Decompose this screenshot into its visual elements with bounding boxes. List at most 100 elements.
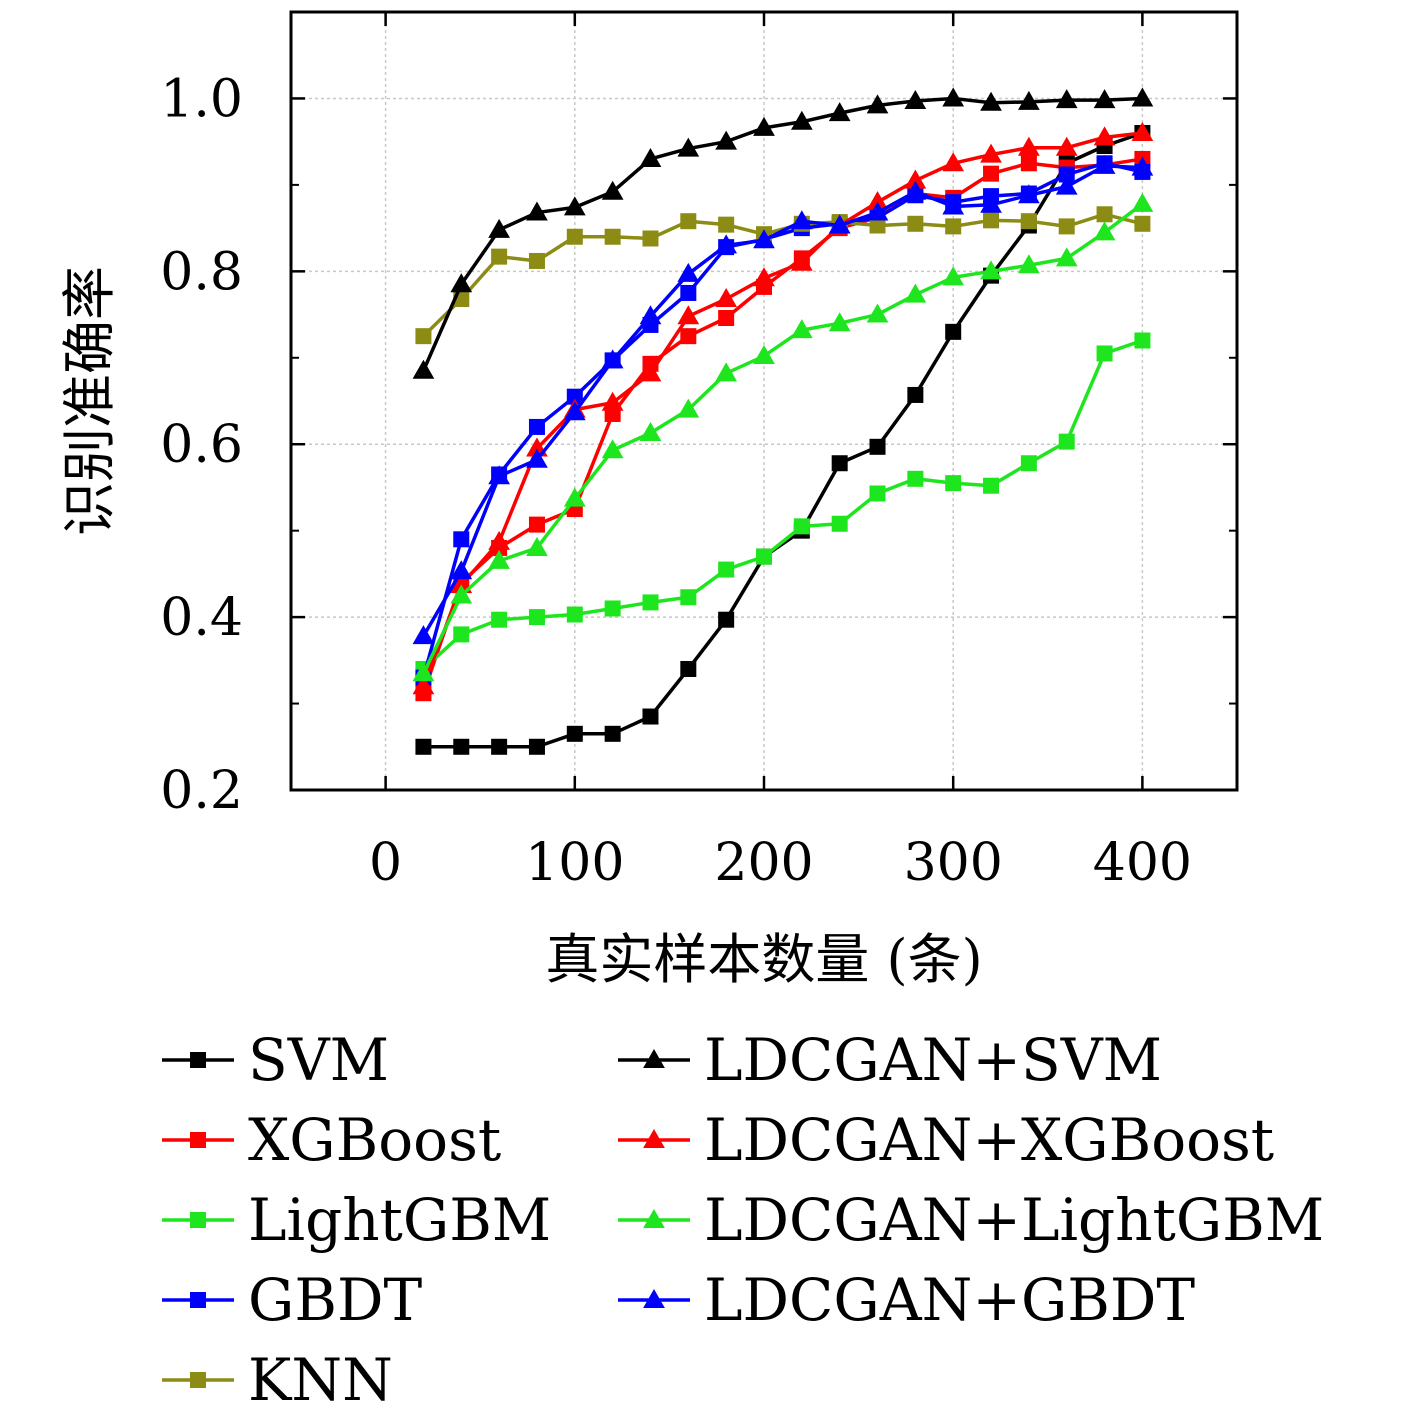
data-point-ldcgan-xgboost	[1093, 126, 1116, 146]
data-point-ldcgan-lightgbm	[677, 398, 700, 418]
legend-item-lightgbm: LightGBM	[162, 1186, 551, 1254]
data-point-ldcgan-gbdt	[601, 349, 624, 369]
data-point-lightgbm	[945, 475, 962, 492]
data-point-lightgbm	[491, 611, 508, 628]
series-ldcgan-svm	[412, 87, 1154, 379]
data-point-ldcgan-gbdt	[904, 180, 927, 200]
data-point-gbdt	[528, 418, 545, 435]
data-point-ldcgan-xgboost	[601, 391, 624, 411]
y-tick-label: 0.6	[160, 415, 243, 475]
data-point-ldcgan-lightgbm	[412, 662, 435, 682]
data-point-svm	[945, 323, 962, 340]
data-point-lightgbm	[718, 561, 735, 578]
legend-marker	[643, 1208, 665, 1228]
legend: SVM XGBoost LightGBM GBDT KNN LDCGAN+SVM LDCGA…	[162, 1026, 1324, 1414]
data-point-ldcgan-gbdt	[1131, 156, 1154, 176]
data-point-svm	[718, 611, 735, 628]
data-point-ldcgan-svm	[412, 359, 435, 379]
data-point-lightgbm	[680, 589, 697, 606]
legend-item-ldcgan-lightgbm: LDCGAN+LightGBM	[618, 1186, 1324, 1254]
data-point-ldcgan-svm	[677, 137, 700, 157]
data-point-ldcgan-lightgbm	[601, 439, 624, 459]
legend-marker	[190, 1212, 206, 1228]
data-point-xgboost	[528, 516, 545, 533]
data-point-ldcgan-xgboost	[1055, 136, 1078, 156]
data-point-ldcgan-svm	[980, 91, 1002, 111]
data-point-lightgbm	[566, 606, 583, 623]
y-tick-label: 1.0	[160, 69, 243, 129]
data-point-ldcgan-svm	[1055, 89, 1078, 109]
data-point-knn	[604, 228, 621, 245]
legend-marker	[190, 1372, 206, 1388]
data-point-ldcgan-gbdt	[563, 401, 586, 421]
data-point-ldcgan-xgboost	[677, 305, 700, 325]
data-point-knn	[491, 248, 508, 265]
legend-marker	[643, 1288, 665, 1308]
data-point-knn	[983, 212, 1000, 229]
series-ldcgan-lightgbm	[412, 192, 1154, 682]
x-tick-label: 300	[904, 833, 1003, 893]
data-point-knn	[566, 228, 583, 245]
series-line-ldcgan-gbdt	[421, 164, 1143, 638]
legend-label: LDCGAN+SVM	[704, 1026, 1162, 1094]
data-point-ldcgan-lightgbm	[790, 319, 813, 339]
data-point-ldcgan-xgboost	[1018, 136, 1040, 156]
data-point-knn	[945, 218, 962, 235]
data-point-ldcgan-svm	[942, 87, 965, 107]
data-point-xgboost	[983, 165, 1000, 182]
data-point-ldcgan-lightgbm	[1093, 221, 1116, 241]
data-point-ldcgan-lightgbm	[488, 549, 510, 569]
series-ldcgan-gbdt	[412, 154, 1154, 645]
data-point-ldcgan-xgboost	[488, 530, 510, 550]
data-point-svm	[491, 738, 508, 755]
data-point-lightgbm	[604, 600, 621, 617]
legend-label: KNN	[248, 1346, 393, 1414]
legend-label: LDCGAN+XGBoost	[704, 1106, 1274, 1174]
data-point-lightgbm	[453, 626, 470, 643]
data-point-ldcgan-lightgbm	[1018, 254, 1040, 274]
data-point-lightgbm	[1058, 433, 1075, 450]
data-point-ldcgan-gbdt	[1055, 175, 1078, 195]
data-point-svm	[528, 738, 545, 755]
series-layer	[412, 87, 1154, 755]
data-point-knn	[718, 216, 735, 233]
legend-label: GBDT	[248, 1266, 422, 1334]
data-point-svm	[907, 386, 924, 403]
data-point-lightgbm	[869, 485, 886, 502]
data-point-ldcgan-gbdt	[828, 214, 851, 234]
legend-label: LDCGAN+GBDT	[704, 1266, 1195, 1334]
series-gbdt	[415, 155, 1151, 686]
data-point-knn	[1096, 206, 1113, 223]
data-point-ldcgan-lightgbm	[942, 266, 965, 286]
data-point-ldcgan-gbdt	[942, 195, 965, 215]
data-point-svm	[415, 738, 432, 755]
data-point-lightgbm	[831, 515, 848, 532]
data-point-ldcgan-gbdt	[639, 305, 662, 325]
data-point-knn	[680, 213, 697, 230]
data-point-knn	[642, 230, 659, 247]
data-point-ldcgan-svm	[790, 110, 813, 130]
data-point-svm	[869, 438, 886, 455]
data-point-lightgbm	[793, 518, 810, 535]
series-lightgbm	[415, 332, 1151, 677]
legend-marker	[190, 1292, 206, 1308]
data-point-svm	[642, 708, 659, 725]
legend-label: XGBoost	[248, 1106, 501, 1174]
data-point-ldcgan-svm	[450, 273, 473, 293]
data-point-ldcgan-gbdt	[753, 229, 775, 249]
data-point-ldcgan-gbdt	[412, 625, 435, 645]
data-point-ldcgan-xgboost	[790, 251, 813, 271]
data-point-ldcgan-xgboost	[639, 362, 662, 382]
data-point-ldcgan-svm	[601, 180, 624, 200]
data-point-ldcgan-xgboost	[715, 287, 738, 307]
data-point-xgboost	[718, 310, 735, 327]
data-point-lightgbm	[1134, 332, 1151, 349]
data-point-lightgbm	[907, 470, 924, 487]
x-tick-label: 200	[714, 833, 813, 893]
y-tick-label: 0.2	[160, 761, 243, 821]
x-tick-label: 0	[369, 833, 402, 893]
x-axis-label: 真实样本数量 (条)	[545, 928, 982, 991]
data-point-ldcgan-lightgbm	[450, 584, 473, 604]
data-point-knn	[869, 217, 886, 234]
